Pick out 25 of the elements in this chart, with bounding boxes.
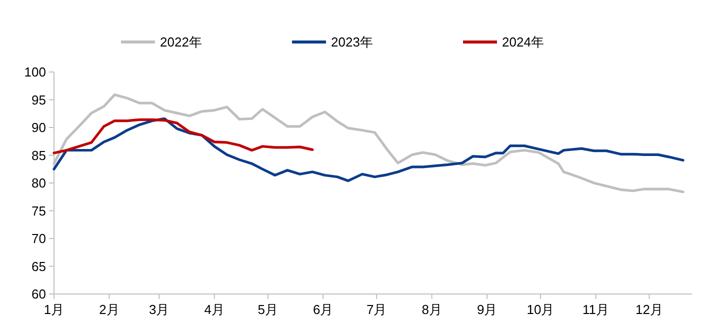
- x-tick-label: 5月: [258, 302, 278, 317]
- y-tick-label: 95: [32, 92, 46, 108]
- x-tick-label: 10月: [526, 302, 554, 317]
- y-tick-label: 85: [32, 148, 46, 163]
- x-tick-label: 1月: [44, 302, 64, 317]
- x-tick-label: 8月: [422, 302, 442, 317]
- legend-label: 2024年: [502, 34, 544, 50]
- y-tick-label: 75: [32, 203, 46, 218]
- x-tick-label: 11月: [582, 302, 610, 317]
- line-series: [52, 118, 314, 154]
- y-tick-label: 90: [32, 120, 46, 136]
- x-tick-label: 4月: [204, 302, 225, 317]
- legend-label: 2023年: [331, 34, 373, 50]
- y-tick-label: 65: [32, 258, 46, 274]
- x-tick-label: 9月: [476, 302, 498, 317]
- y-tick-label: 70: [32, 231, 46, 246]
- x-tick-label: 7月: [366, 302, 387, 317]
- legend-label: 2022年: [160, 34, 202, 50]
- x-tick-label: 3月: [149, 302, 170, 317]
- x-tick-label: 12月: [635, 302, 663, 317]
- x-tick-label: 6月: [312, 302, 334, 317]
- x-tick-label: 2月: [99, 302, 120, 317]
- y-tick-label: 100: [24, 64, 46, 80]
- y-tick-label: 80: [32, 176, 46, 191]
- y-tick-label: 60: [32, 286, 46, 302]
